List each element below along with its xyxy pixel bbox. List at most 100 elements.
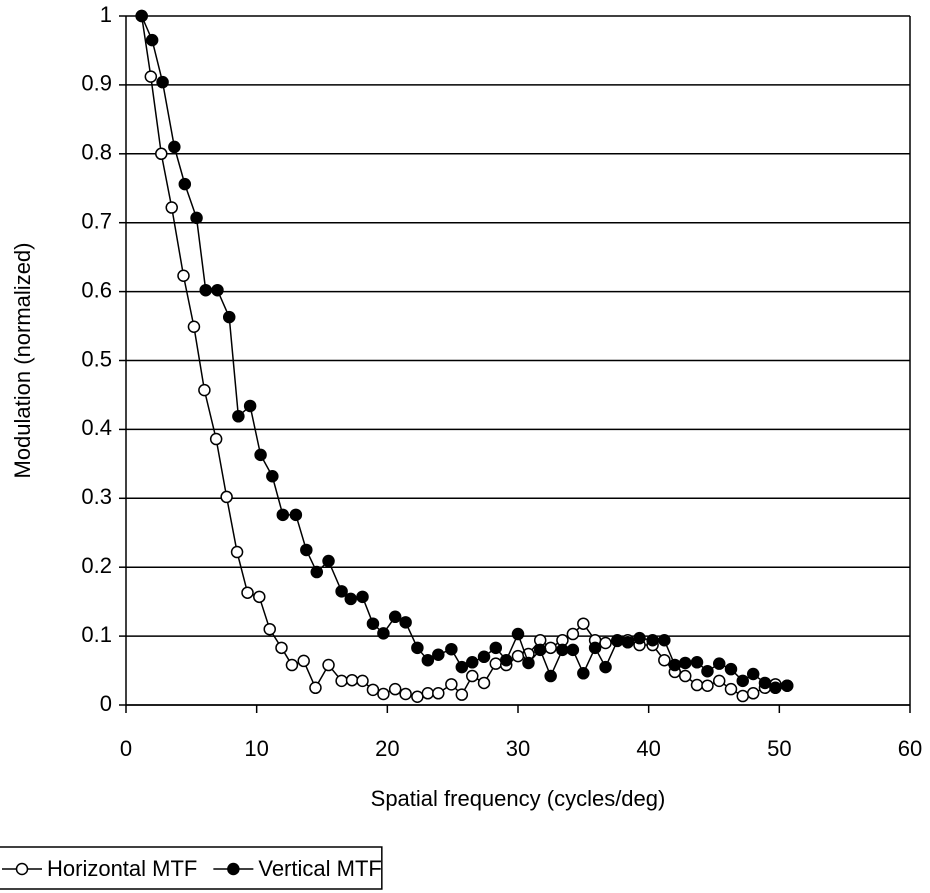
x-tick-label: 60 — [898, 736, 922, 761]
marker — [322, 554, 335, 568]
marker — [544, 669, 557, 683]
marker — [388, 610, 402, 624]
marker — [227, 862, 240, 876]
marker — [198, 383, 211, 397]
y-axis-label: Modulation (normalized) — [10, 243, 35, 479]
marker — [263, 622, 276, 636]
x-tick-label: 40 — [636, 736, 660, 761]
marker — [144, 70, 158, 83]
marker — [577, 667, 590, 680]
x-tick-label: 30 — [506, 736, 530, 761]
marker — [599, 660, 612, 674]
marker — [544, 641, 557, 655]
marker — [633, 631, 646, 645]
y-tick-label: 0.1 — [81, 622, 112, 647]
y-tick-label: 0.2 — [81, 553, 112, 578]
marker — [679, 669, 692, 683]
marker — [445, 678, 458, 691]
marker — [432, 648, 445, 661]
marker — [399, 616, 412, 629]
marker — [477, 676, 491, 690]
marker — [156, 75, 169, 89]
legend-label: Vertical MTF — [258, 856, 381, 881]
marker — [736, 674, 749, 688]
marker — [344, 592, 357, 606]
marker — [253, 590, 266, 604]
marker — [577, 617, 590, 630]
marker — [178, 177, 192, 191]
y-tick-label: 0.6 — [81, 277, 112, 302]
legend-label: Horizontal MTF — [47, 856, 197, 881]
marker — [199, 283, 212, 297]
marker — [15, 862, 29, 876]
marker — [168, 140, 181, 154]
marker — [411, 641, 424, 655]
y-tick-label: 0 — [100, 691, 112, 716]
marker — [209, 432, 223, 446]
marker — [668, 658, 682, 672]
marker — [724, 682, 738, 696]
marker — [556, 643, 569, 657]
marker — [679, 656, 692, 670]
x-tick-label: 20 — [375, 736, 399, 761]
marker — [322, 658, 335, 672]
marker — [388, 682, 402, 696]
y-tick-label: 0.7 — [81, 209, 112, 234]
marker — [712, 657, 726, 670]
marker — [335, 674, 348, 688]
marker — [190, 211, 203, 225]
marker — [222, 310, 236, 324]
marker — [366, 617, 380, 630]
marker — [187, 320, 201, 333]
marker — [266, 470, 279, 483]
marker — [455, 688, 469, 701]
y-tick-label: 0.9 — [81, 71, 112, 96]
x-tick-label: 50 — [767, 736, 791, 761]
marker — [335, 585, 348, 598]
marker — [466, 656, 479, 669]
marker — [599, 636, 612, 650]
marker — [135, 9, 148, 23]
marker — [310, 565, 324, 579]
line — [140, 15, 788, 689]
marker — [165, 201, 178, 214]
marker — [489, 641, 503, 655]
marker — [658, 633, 671, 647]
marker — [243, 399, 257, 413]
marker — [566, 643, 580, 657]
marker — [211, 283, 224, 297]
marker — [445, 642, 458, 656]
marker — [658, 653, 671, 667]
marker — [746, 667, 760, 681]
marker — [477, 650, 491, 664]
x-tick-label: 10 — [244, 736, 268, 761]
marker — [230, 545, 244, 559]
marker — [780, 679, 794, 692]
marker — [588, 641, 602, 655]
marker — [701, 679, 714, 692]
line — [140, 15, 788, 698]
marker — [276, 508, 290, 522]
legend-box — [0, 846, 383, 890]
marker — [621, 636, 635, 649]
marker — [145, 33, 159, 47]
marker — [411, 690, 424, 703]
marker — [746, 687, 760, 700]
y-tick-label: 0.3 — [81, 484, 112, 509]
marker — [300, 543, 313, 557]
marker — [421, 687, 435, 700]
x-axis-label: Spatial frequency (cycles/deg) — [371, 786, 666, 811]
marker — [366, 683, 380, 697]
marker — [220, 490, 233, 504]
marker — [455, 660, 469, 674]
marker — [275, 641, 288, 655]
marker — [421, 653, 435, 667]
marker — [309, 681, 322, 695]
marker — [736, 689, 749, 703]
marker — [511, 627, 525, 641]
marker — [522, 656, 535, 670]
y-tick-label: 0.5 — [81, 346, 112, 371]
marker — [489, 657, 503, 670]
y-tick-label: 0.4 — [81, 415, 112, 440]
